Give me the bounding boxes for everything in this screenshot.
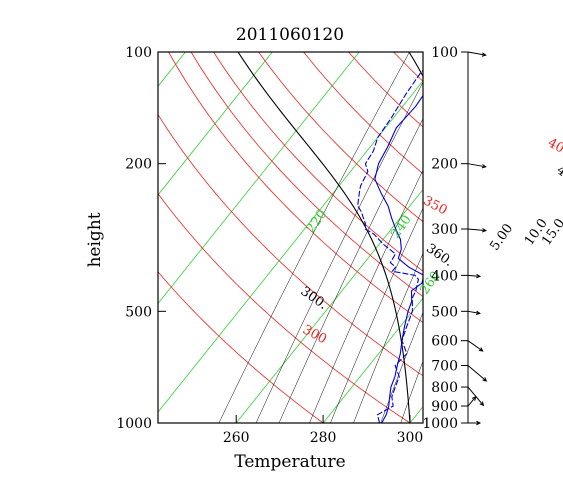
dry-adiabat-label: 400 <box>545 136 563 161</box>
isotherm-label: 240 <box>388 213 415 242</box>
dry-adiabat-line <box>258 52 423 223</box>
dry-adiabat-line <box>158 271 324 423</box>
wind-barb <box>467 396 477 407</box>
wind-barb <box>467 51 486 56</box>
wind-barb-head <box>476 273 482 279</box>
x-tick-label: 260 <box>223 430 250 446</box>
wind-barb-head <box>478 347 484 352</box>
wind-barb <box>467 163 486 168</box>
isotherm-line <box>235 188 423 423</box>
y-axis-label: height <box>85 212 105 267</box>
right-axis-tick-label: 600 <box>431 334 458 350</box>
moist-adiabat-label: 420 <box>554 163 563 190</box>
y-tick-label: 200 <box>125 157 152 173</box>
isotherm-line <box>158 52 273 196</box>
wind-barb <box>467 365 487 382</box>
dry-adiabat-label: 350 <box>421 193 450 218</box>
isotherm-line <box>158 80 423 413</box>
plot-area <box>0 52 423 423</box>
right-axis-tick-label: 700 <box>431 359 458 375</box>
isotherm-line <box>0 52 99 423</box>
y-tick-label: 1000 <box>116 416 152 432</box>
mixing-ratio-line <box>255 81 423 423</box>
chart-title: 2011060120 <box>236 25 344 45</box>
dry-adiabat-line <box>213 52 423 272</box>
dry-adiabat-line <box>190 52 423 298</box>
wind-barb <box>467 228 486 232</box>
x-tick-label: 300 <box>397 430 424 446</box>
right-axis-tick-label: 100 <box>431 45 458 61</box>
temperature-profile-line <box>374 94 423 423</box>
right-axis-tick-label: 500 <box>431 304 458 320</box>
y-tick-label: 100 <box>125 45 152 61</box>
mixing-ratio-line <box>278 118 423 423</box>
dry-adiabat-line <box>158 193 411 423</box>
wind-barb <box>467 340 484 352</box>
isotherm-line <box>158 52 360 305</box>
isotherm-label: 220 <box>304 207 331 236</box>
wind-barb-head <box>476 420 482 426</box>
plot-frame <box>157 51 424 424</box>
mixing-ratio-line <box>380 311 423 423</box>
x-axis-label: Temperature <box>234 452 345 472</box>
mixing-ratio-line <box>309 169 423 423</box>
mixing-ratio-line <box>330 207 423 423</box>
wind-barb-head <box>481 52 487 57</box>
wind-barb-head <box>471 395 477 401</box>
wind-barb-head <box>479 401 485 407</box>
moist-adiabat-label: 360. <box>423 241 455 270</box>
wind-barb-head <box>481 164 487 169</box>
right-axis-tick-label: 1000 <box>422 416 458 432</box>
axes: 260 280 300 100 200 500 1000 <box>116 45 424 446</box>
right-axis-tick-label: 900 <box>431 399 458 415</box>
wind-barb <box>467 274 480 277</box>
moist-adiabat-line <box>237 52 411 423</box>
wind-barb-head <box>475 310 481 315</box>
right-axis-tick-label: 800 <box>431 380 458 396</box>
dewpoint-profile-line <box>357 69 423 423</box>
wind-barb-head <box>482 228 488 233</box>
y-tick-label: 500 <box>125 304 152 320</box>
isotherm-line <box>322 297 423 423</box>
x-tick-label: 280 <box>310 430 337 446</box>
right-axis-tick-label: 300 <box>431 222 458 238</box>
wind-barb <box>467 310 480 314</box>
wind-barb <box>467 386 484 406</box>
right-axis-tick-label: 400 <box>431 268 458 284</box>
dry-adiabat-line <box>168 52 423 323</box>
mixing-ratio-label: 5.00 <box>487 221 516 253</box>
mixing-ratio-line <box>218 52 410 423</box>
dry-adiabat-line <box>158 113 423 377</box>
mixing-ratio-line <box>353 252 423 423</box>
moist-adiabat-label: 300. <box>298 284 330 313</box>
wind-barb-head <box>482 377 488 382</box>
mixing-ratio-line <box>400 360 423 423</box>
right-axis-tick-label: 200 <box>431 157 458 173</box>
